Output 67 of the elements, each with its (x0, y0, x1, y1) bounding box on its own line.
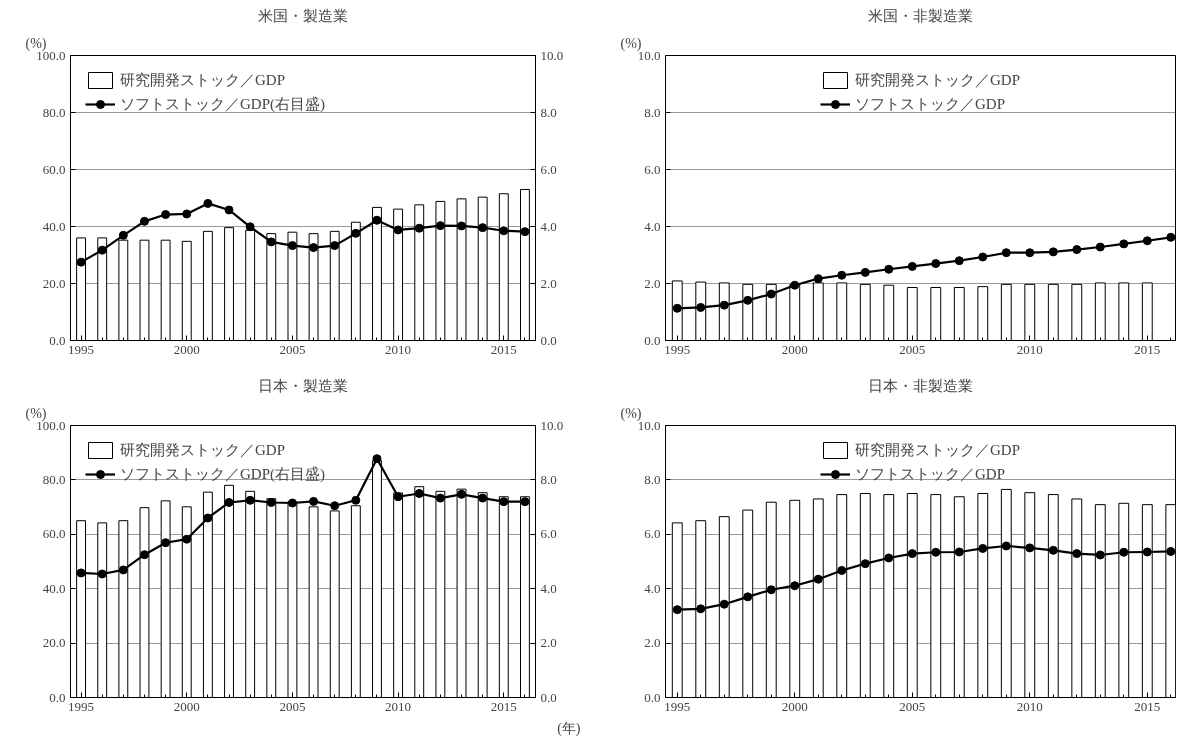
x-tick-label: 2000 (173, 698, 200, 714)
legend-label: ソフトストック／GDP (854, 94, 1006, 114)
x-axis-title: (年) (557, 720, 581, 737)
y2-tick-label: 4.0 (540, 580, 557, 596)
x-tick-label: 2010 (1016, 341, 1043, 357)
legend-label: 研究開発ストック／GDP (120, 70, 286, 90)
legend-label: ソフトストック／GDP (854, 464, 1006, 484)
x-tick-label: 2005 (279, 341, 306, 357)
y-tick-label: 40.0 (42, 580, 66, 596)
x-tick-label: 2010 (385, 698, 412, 714)
x-tick-label: 2000 (781, 341, 808, 357)
y-tick-label: 6.0 (644, 161, 661, 177)
chart-title: 米国・製造業 (258, 7, 348, 24)
x-tick-label: 2005 (899, 698, 926, 714)
y-tick-label: 0.0 (644, 332, 661, 348)
y-tick-label: 2.0 (644, 275, 661, 291)
x-tick-label: 1995 (664, 698, 691, 714)
chart-title: 日本・製造業 (258, 377, 348, 394)
y-tick-label: 80.0 (42, 471, 66, 487)
x-tick-label: 2015 (490, 341, 517, 357)
y2-tick-label: 10.0 (540, 417, 564, 433)
y2-tick-label: 8.0 (540, 471, 557, 487)
y-tick-label: 80.0 (42, 104, 66, 120)
y2-tick-label: 2.0 (540, 635, 557, 651)
y2-tick-label: 8.0 (540, 104, 557, 120)
y2-tick-label: 4.0 (540, 218, 557, 234)
y-tick-label: 8.0 (644, 471, 661, 487)
y-tick-label: 60.0 (42, 161, 66, 177)
y2-tick-label: 6.0 (540, 161, 557, 177)
x-tick-label: 2010 (385, 341, 412, 357)
y-tick-label: 0.0 (644, 689, 661, 705)
x-tick-label: 1995 (68, 341, 95, 357)
y-tick-label: 20.0 (42, 275, 66, 291)
x-tick-label: 2015 (1134, 698, 1161, 714)
y2-tick-label: 6.0 (540, 526, 557, 542)
x-tick-label: 2010 (1016, 698, 1043, 714)
x-tick-label: 2015 (490, 698, 517, 714)
legend-label: ソフトストック／GDP(右目盛) (120, 94, 325, 114)
y-tick-label: 40.0 (42, 218, 66, 234)
y2-tick-label: 0.0 (540, 332, 557, 348)
x-tick-label: 1995 (68, 698, 95, 714)
y-tick-label: 0.0 (49, 332, 66, 348)
legend-label: 研究開発ストック／GDP (854, 440, 1021, 460)
x-tick-label: 2005 (279, 698, 306, 714)
y2-tick-label: 0.0 (540, 689, 557, 705)
y-tick-label: 8.0 (644, 104, 661, 120)
y-axis-title: (%) (620, 35, 642, 52)
legend-label: 研究開発ストック／GDP (854, 70, 1021, 90)
y-tick-label: 0.0 (49, 689, 66, 705)
x-tick-label: 2000 (781, 698, 808, 714)
x-tick-label: 2005 (899, 341, 926, 357)
chart-title: 日本・非製造業 (868, 377, 973, 394)
legend-label: 研究開発ストック／GDP (120, 440, 286, 460)
x-tick-label: 2000 (173, 341, 200, 357)
y-tick-label: 4.0 (644, 580, 661, 596)
legend-label: ソフトストック／GDP(右目盛) (120, 464, 325, 484)
x-tick-label: 1995 (664, 341, 691, 357)
y2-tick-label: 10.0 (540, 47, 564, 63)
chart-title: 米国・非製造業 (868, 7, 973, 24)
y-tick-label: 2.0 (644, 635, 661, 651)
y2-tick-label: 2.0 (540, 275, 557, 291)
y-axis-title: (%) (620, 405, 642, 422)
x-tick-label: 2015 (1134, 341, 1161, 357)
y-tick-label: 20.0 (42, 635, 66, 651)
y-tick-label: 60.0 (42, 526, 66, 542)
y-tick-label: 6.0 (644, 526, 661, 542)
y-tick-label: 4.0 (644, 218, 661, 234)
